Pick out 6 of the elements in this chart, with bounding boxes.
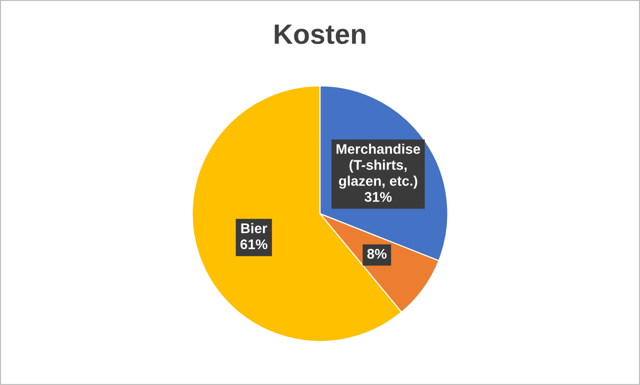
data-label: 61% — [240, 239, 268, 250]
chart-title: Kosten — [274, 24, 366, 44]
slice-label: Merchandise (T-shirts, glazen, etc.) — [336, 144, 420, 189]
slice-label: Bier — [241, 223, 268, 234]
data-label: 31% — [364, 192, 392, 202]
data-label: 8% — [367, 248, 387, 259]
